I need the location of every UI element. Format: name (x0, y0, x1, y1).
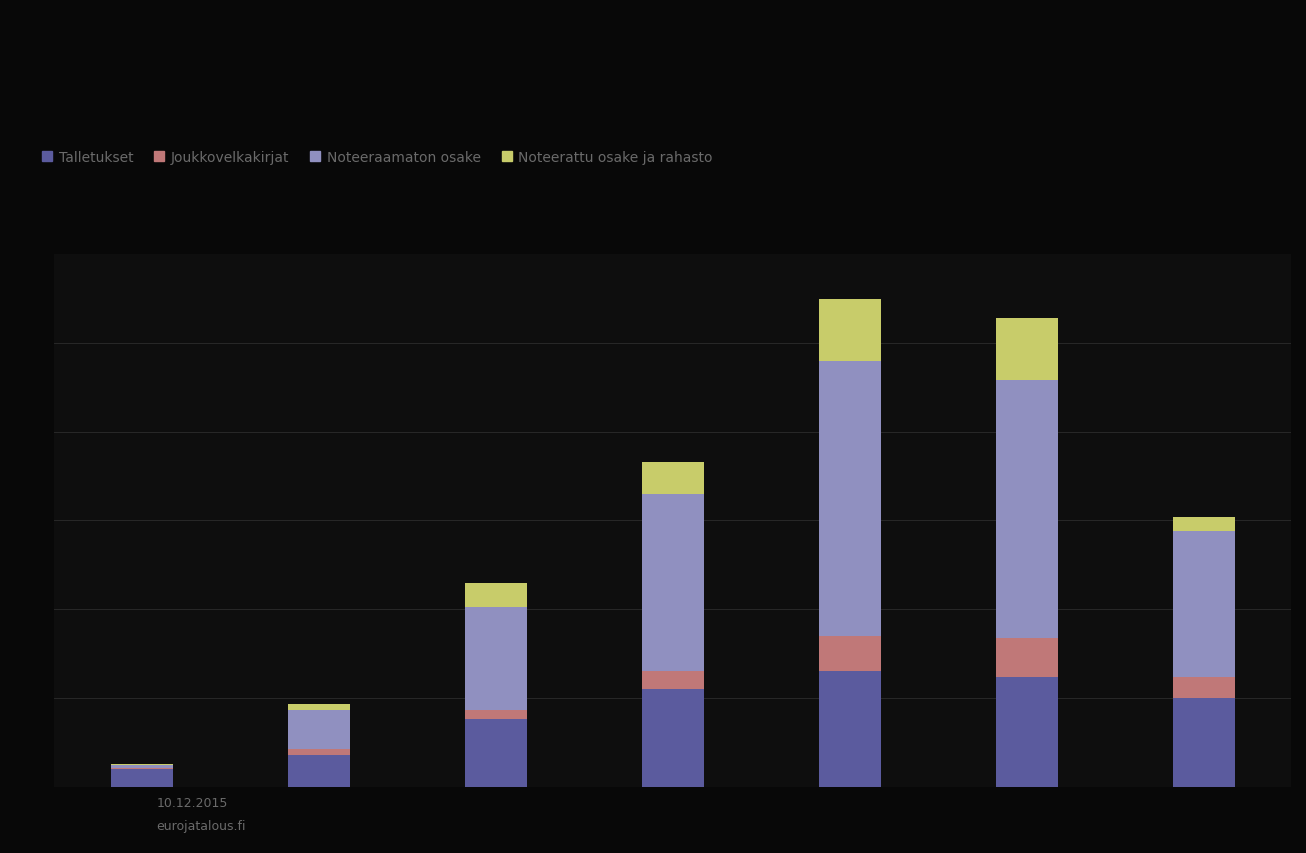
Bar (111, 768, 172, 769)
Bar (819, 362, 880, 636)
Text: 10.12.2015: 10.12.2015 (157, 796, 229, 809)
Bar (1173, 517, 1234, 531)
Bar (641, 494, 704, 671)
Bar (1173, 531, 1234, 677)
Bar (995, 380, 1058, 638)
Bar (995, 638, 1058, 677)
Bar (819, 299, 880, 362)
Bar (1173, 699, 1234, 786)
Bar (465, 607, 526, 711)
Bar (465, 711, 526, 719)
Bar (641, 462, 704, 494)
Bar (995, 677, 1058, 786)
Bar (111, 763, 172, 765)
Bar (819, 671, 880, 786)
Bar (287, 710, 350, 749)
Bar (641, 689, 704, 786)
Bar (819, 636, 880, 671)
Bar (995, 319, 1058, 380)
Legend: Talletukset, Joukkovelkakirjat, Noteeraamaton osake, Noteerattu osake ja rahasto: Talletukset, Joukkovelkakirjat, Noteeraa… (37, 145, 718, 170)
Bar (111, 769, 172, 786)
Bar (465, 719, 526, 786)
Bar (287, 755, 350, 786)
Bar (287, 705, 350, 710)
Bar (1173, 677, 1234, 699)
Text: eurojatalous.fi: eurojatalous.fi (157, 819, 247, 833)
Bar (287, 749, 350, 755)
Bar (641, 671, 704, 689)
Bar (465, 583, 526, 607)
Bar (111, 765, 172, 768)
